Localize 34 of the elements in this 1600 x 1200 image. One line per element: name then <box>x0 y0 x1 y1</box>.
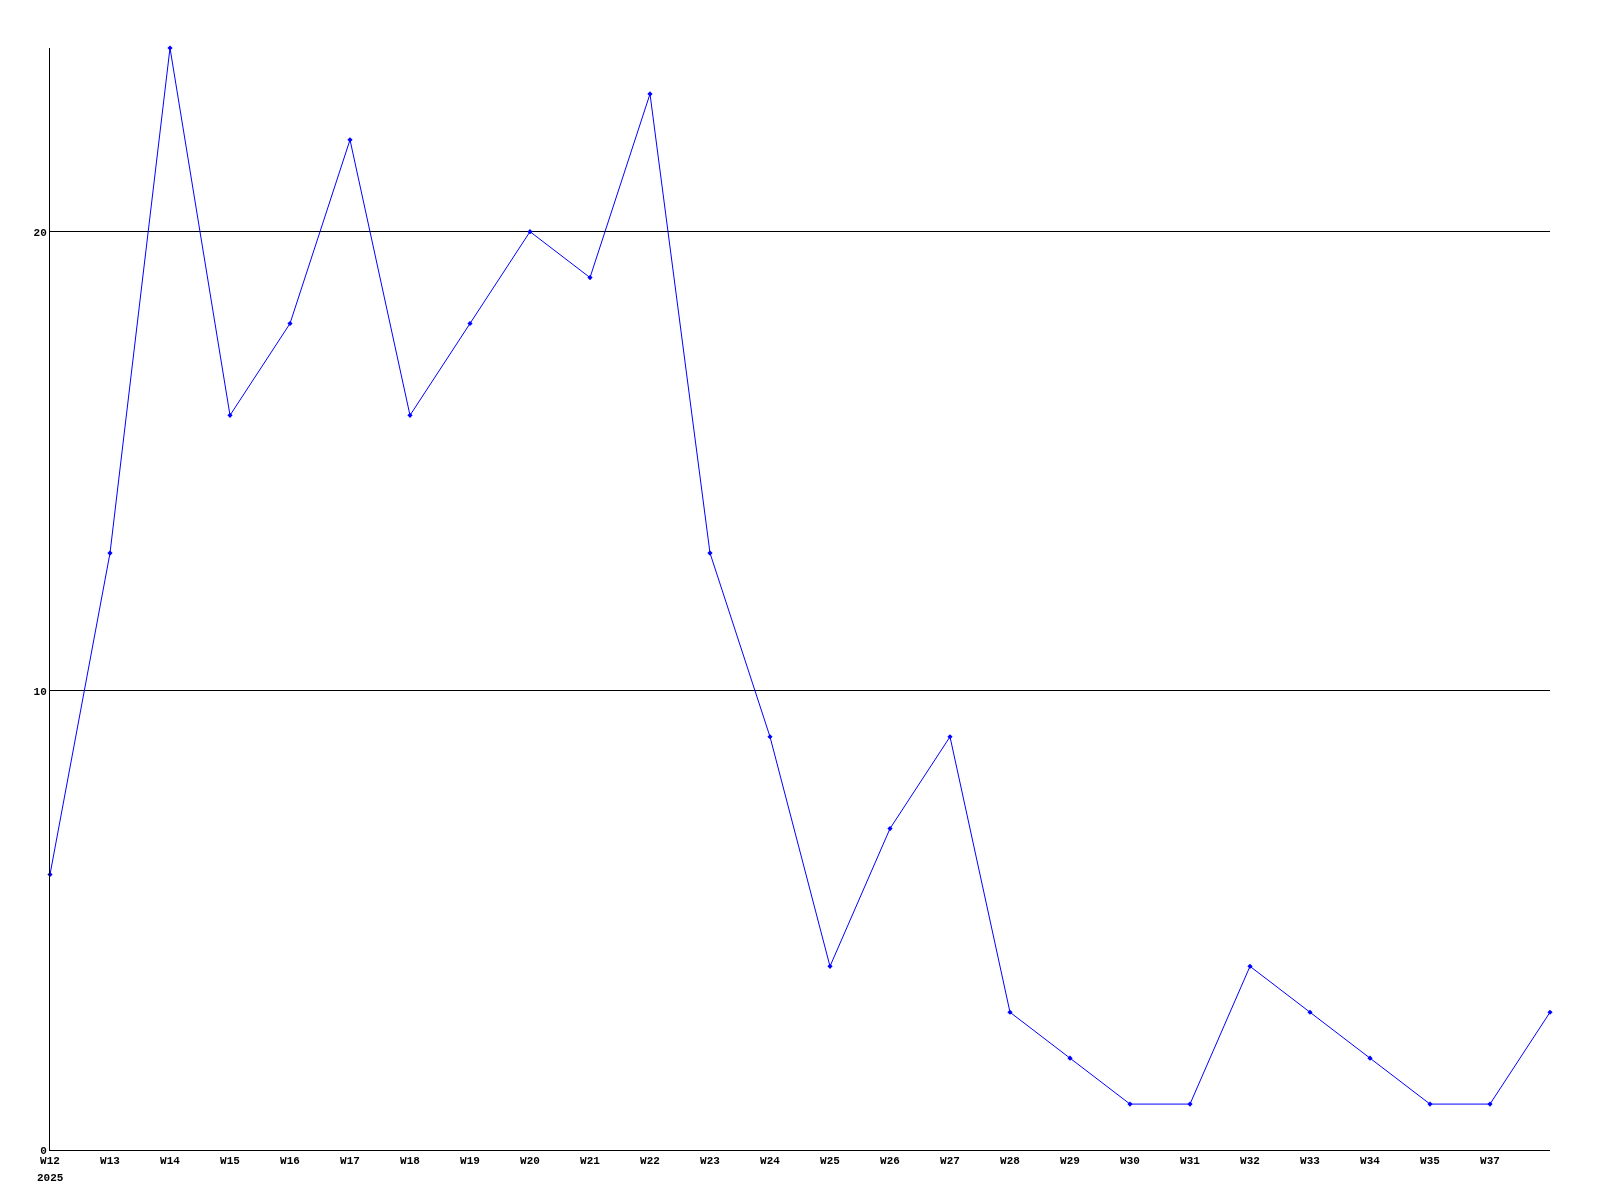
x-tick-label: W26 <box>880 1155 900 1168</box>
x-tick-label: W35 <box>1420 1155 1441 1168</box>
text: 2025 <box>37 1172 64 1184</box>
x-tick-label: W28 <box>1000 1155 1021 1168</box>
point <box>287 320 293 327</box>
y-tick-label: 0 <box>40 1144 47 1157</box>
x-tick-label: W29 <box>1060 1155 1080 1168</box>
x-tick-label: W22 <box>640 1155 660 1168</box>
x-tick-label: W33 <box>1300 1155 1321 1168</box>
x-tick-label: W21 <box>580 1155 601 1168</box>
x-tick-label: W34 <box>1360 1155 1381 1168</box>
x-tick-label: W18 <box>400 1155 421 1168</box>
x-tick-label: W27 <box>940 1155 960 1168</box>
x-tick-label: W37 <box>1480 1155 1500 1168</box>
x-tick-label: W32 <box>1240 1155 1260 1168</box>
x-tick-label: W23 <box>700 1155 721 1168</box>
y-tick-label: 20 <box>33 226 47 239</box>
x-tick-label: W31 <box>1180 1155 1201 1168</box>
x-tick-label: W19 <box>460 1155 480 1168</box>
x-tick-label: W30 <box>1120 1155 1140 1168</box>
x-tick-label: W24 <box>760 1155 781 1168</box>
point <box>47 871 53 878</box>
x-tick-label: W14 <box>160 1155 181 1168</box>
y-tick-label: 10 <box>33 685 47 698</box>
x-tick-label: W25 <box>820 1155 841 1168</box>
point <box>887 825 893 832</box>
x-tick-label: W12 <box>40 1155 60 1168</box>
point <box>587 274 593 281</box>
x-tick-label: W15 <box>220 1155 241 1168</box>
x-tick-label: W20 <box>520 1155 540 1168</box>
x-tick-label: W13 <box>100 1155 121 1168</box>
point <box>467 320 473 327</box>
x-tick-label: W17 <box>340 1155 360 1168</box>
x-tick-label: W16 <box>280 1155 300 1168</box>
